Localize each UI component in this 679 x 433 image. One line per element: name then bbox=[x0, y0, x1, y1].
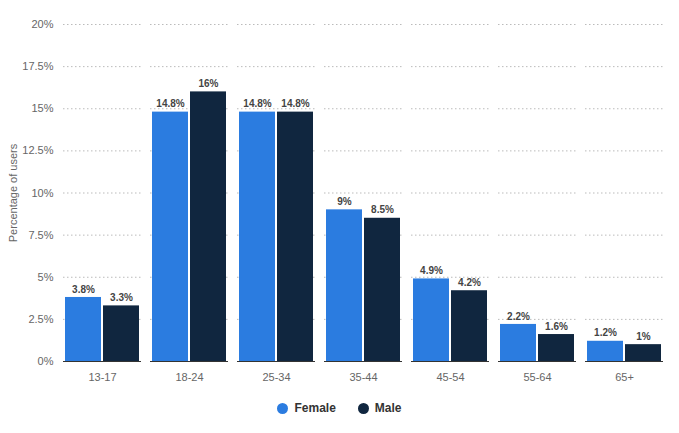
svg-text:25-34: 25-34 bbox=[262, 371, 290, 383]
svg-text:2.5%: 2.5% bbox=[28, 313, 53, 325]
svg-text:14.8%: 14.8% bbox=[243, 98, 271, 109]
svg-text:0%: 0% bbox=[38, 355, 54, 367]
html-text:Female: Female bbox=[294, 401, 336, 415]
svg-text:18-24: 18-24 bbox=[175, 371, 203, 383]
svg-text:2.2%: 2.2% bbox=[507, 311, 530, 322]
svg-text:1.6%: 1.6% bbox=[545, 321, 568, 332]
svg-text:Percentage of users: Percentage of users bbox=[7, 143, 19, 242]
svg-text:10%: 10% bbox=[31, 187, 53, 199]
svg-text:7.5%: 7.5% bbox=[28, 229, 53, 241]
svg-text:8.5%: 8.5% bbox=[371, 204, 394, 215]
svg-text:3.8%: 3.8% bbox=[72, 284, 95, 295]
svg-text:65+: 65+ bbox=[615, 371, 634, 383]
svg-text:14.8%: 14.8% bbox=[281, 98, 309, 109]
svg-text:3.3%: 3.3% bbox=[110, 292, 133, 303]
svg-text:35-44: 35-44 bbox=[349, 371, 377, 383]
svg-text:9%: 9% bbox=[337, 196, 352, 207]
svg-text:20%: 20% bbox=[31, 18, 53, 30]
svg-text:15%: 15% bbox=[31, 102, 53, 114]
svg-text:1%: 1% bbox=[636, 331, 651, 342]
svg-text:16%: 16% bbox=[198, 78, 218, 89]
svg-text:12.5%: 12.5% bbox=[22, 144, 53, 156]
svg-text:1.2%: 1.2% bbox=[594, 327, 617, 338]
svg-text:4.9%: 4.9% bbox=[420, 265, 443, 276]
svg-text:17.5%: 17.5% bbox=[22, 60, 53, 72]
svg-text:55-64: 55-64 bbox=[523, 371, 551, 383]
svg-text:45-54: 45-54 bbox=[436, 371, 464, 383]
svg-text:14.8%: 14.8% bbox=[156, 98, 184, 109]
svg-text:4.2%: 4.2% bbox=[458, 277, 481, 288]
svg-text:5%: 5% bbox=[38, 271, 54, 283]
svg-text:13-17: 13-17 bbox=[88, 371, 116, 383]
html-text:Male: Male bbox=[374, 401, 402, 415]
